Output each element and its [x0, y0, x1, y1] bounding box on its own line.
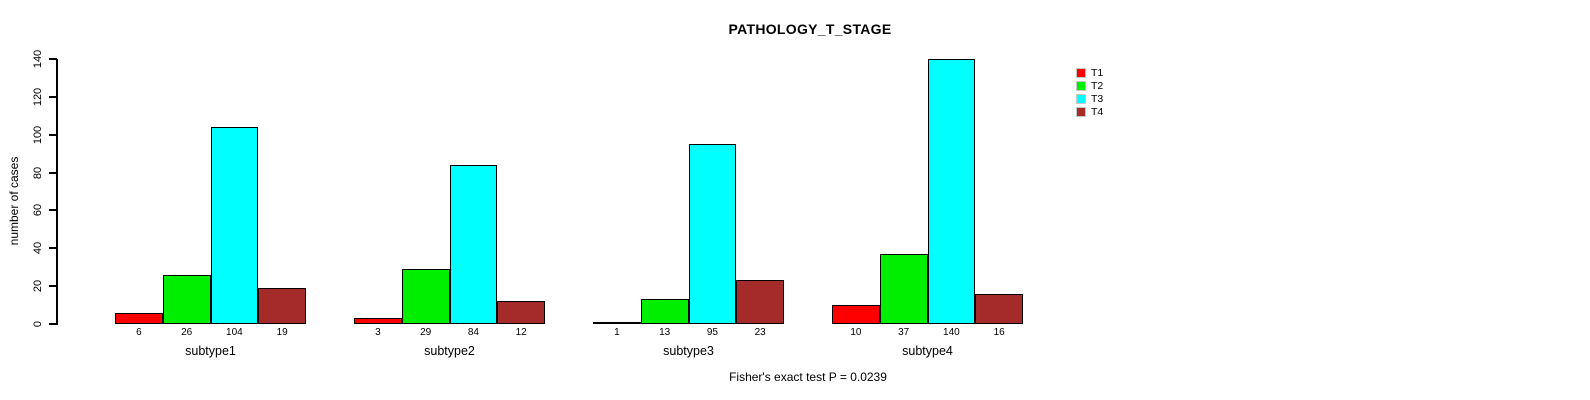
- y-tick-mark: [49, 323, 57, 325]
- y-tick-mark: [49, 95, 57, 98]
- category-label-subtype4: subtype4: [902, 344, 953, 358]
- y-tick-mark: [49, 171, 57, 174]
- bar-value-label-subtype3-T2: 13: [659, 327, 671, 338]
- legend-label-T3: T3: [1091, 92, 1104, 105]
- bar-subtype3-T3: [688, 144, 737, 324]
- y-tick-label: 80: [32, 166, 44, 179]
- fisher-test-footnote: Fisher's exact test P = 0.0239: [729, 370, 887, 384]
- bar-value-label-subtype3-T1: 1: [614, 327, 620, 338]
- bar-subtype2-T2: [401, 269, 450, 324]
- y-axis-line: [56, 59, 58, 325]
- bar-value-label-subtype3-T3: 95: [706, 327, 718, 338]
- legend-row-T4: T4: [1076, 105, 1103, 118]
- bar-value-label-subtype4-T3: 140: [943, 327, 960, 338]
- bar-subtype3-T1: [593, 322, 641, 324]
- category-label-subtype1: subtype1: [185, 344, 236, 358]
- y-tick-label: 20: [32, 280, 44, 293]
- legend-row-T2: T2: [1076, 79, 1103, 92]
- bar-subtype1-T3: [210, 127, 259, 324]
- bar-subtype2-T1: [354, 318, 402, 324]
- bar-value-label-subtype2-T3: 84: [467, 327, 479, 338]
- y-tick-label: 40: [32, 242, 44, 255]
- y-tick-mark: [49, 247, 57, 250]
- legend-label-T1: T1: [1091, 66, 1104, 79]
- bar-value-label-subtype4-T4: 16: [993, 327, 1005, 338]
- bar-subtype1-T2: [162, 275, 211, 324]
- bar-subtype2-T4: [497, 301, 545, 324]
- category-label-subtype3: subtype3: [663, 344, 714, 358]
- chart-title: PATHOLOGY_T_STAGE: [728, 21, 892, 37]
- bar-subtype4-T4: [975, 294, 1023, 324]
- bar-subtype1-T1: [115, 313, 163, 324]
- legend-swatch-T1: [1076, 67, 1086, 78]
- legend-label-T4: T4: [1091, 105, 1104, 118]
- y-axis-label: number of cases: [7, 156, 21, 246]
- bar-value-label-subtype2-T4: 12: [515, 327, 527, 338]
- y-tick-label: 60: [32, 204, 44, 217]
- bar-value-label-subtype1-T4: 19: [276, 327, 288, 338]
- y-tick-label: 140: [32, 49, 44, 69]
- y-tick-mark: [49, 285, 57, 288]
- bar-value-label-subtype2-T2: 29: [420, 327, 432, 338]
- bar-subtype3-T4: [736, 280, 784, 324]
- bar-value-label-subtype4-T2: 37: [898, 327, 910, 338]
- bar-subtype4-T2: [879, 254, 928, 324]
- y-tick-mark: [49, 133, 57, 136]
- legend-row-T3: T3: [1076, 92, 1103, 105]
- bar-value-label-subtype1-T3: 104: [226, 327, 243, 338]
- bar-value-label-subtype3-T4: 23: [754, 327, 766, 338]
- bar-subtype2-T3: [449, 165, 498, 324]
- legend: T1 T2 T3 T4: [1076, 66, 1103, 118]
- bar-value-label-subtype4-T1: 10: [850, 327, 862, 338]
- bar-value-label-subtype2-T1: 3: [375, 327, 381, 338]
- legend-swatch-T4: [1076, 106, 1086, 117]
- bar-value-label-subtype1-T2: 26: [181, 327, 193, 338]
- category-label-subtype2: subtype2: [424, 344, 475, 358]
- y-tick-mark: [49, 58, 57, 60]
- legend-label-T2: T2: [1091, 79, 1104, 92]
- bar-subtype3-T2: [640, 299, 689, 324]
- y-tick-mark: [49, 209, 57, 212]
- bar-subtype4-T3: [927, 59, 976, 324]
- bar-value-label-subtype1-T1: 6: [136, 327, 142, 338]
- y-tick-label: 0: [32, 320, 44, 328]
- y-tick-label: 100: [32, 125, 44, 144]
- bar-subtype1-T4: [258, 288, 306, 324]
- y-tick-label: 120: [32, 87, 44, 107]
- legend-swatch-T2: [1076, 80, 1086, 91]
- bar-subtype4-T1: [832, 305, 880, 324]
- legend-swatch-T3: [1076, 93, 1086, 104]
- legend-row-T1: T1: [1076, 66, 1103, 79]
